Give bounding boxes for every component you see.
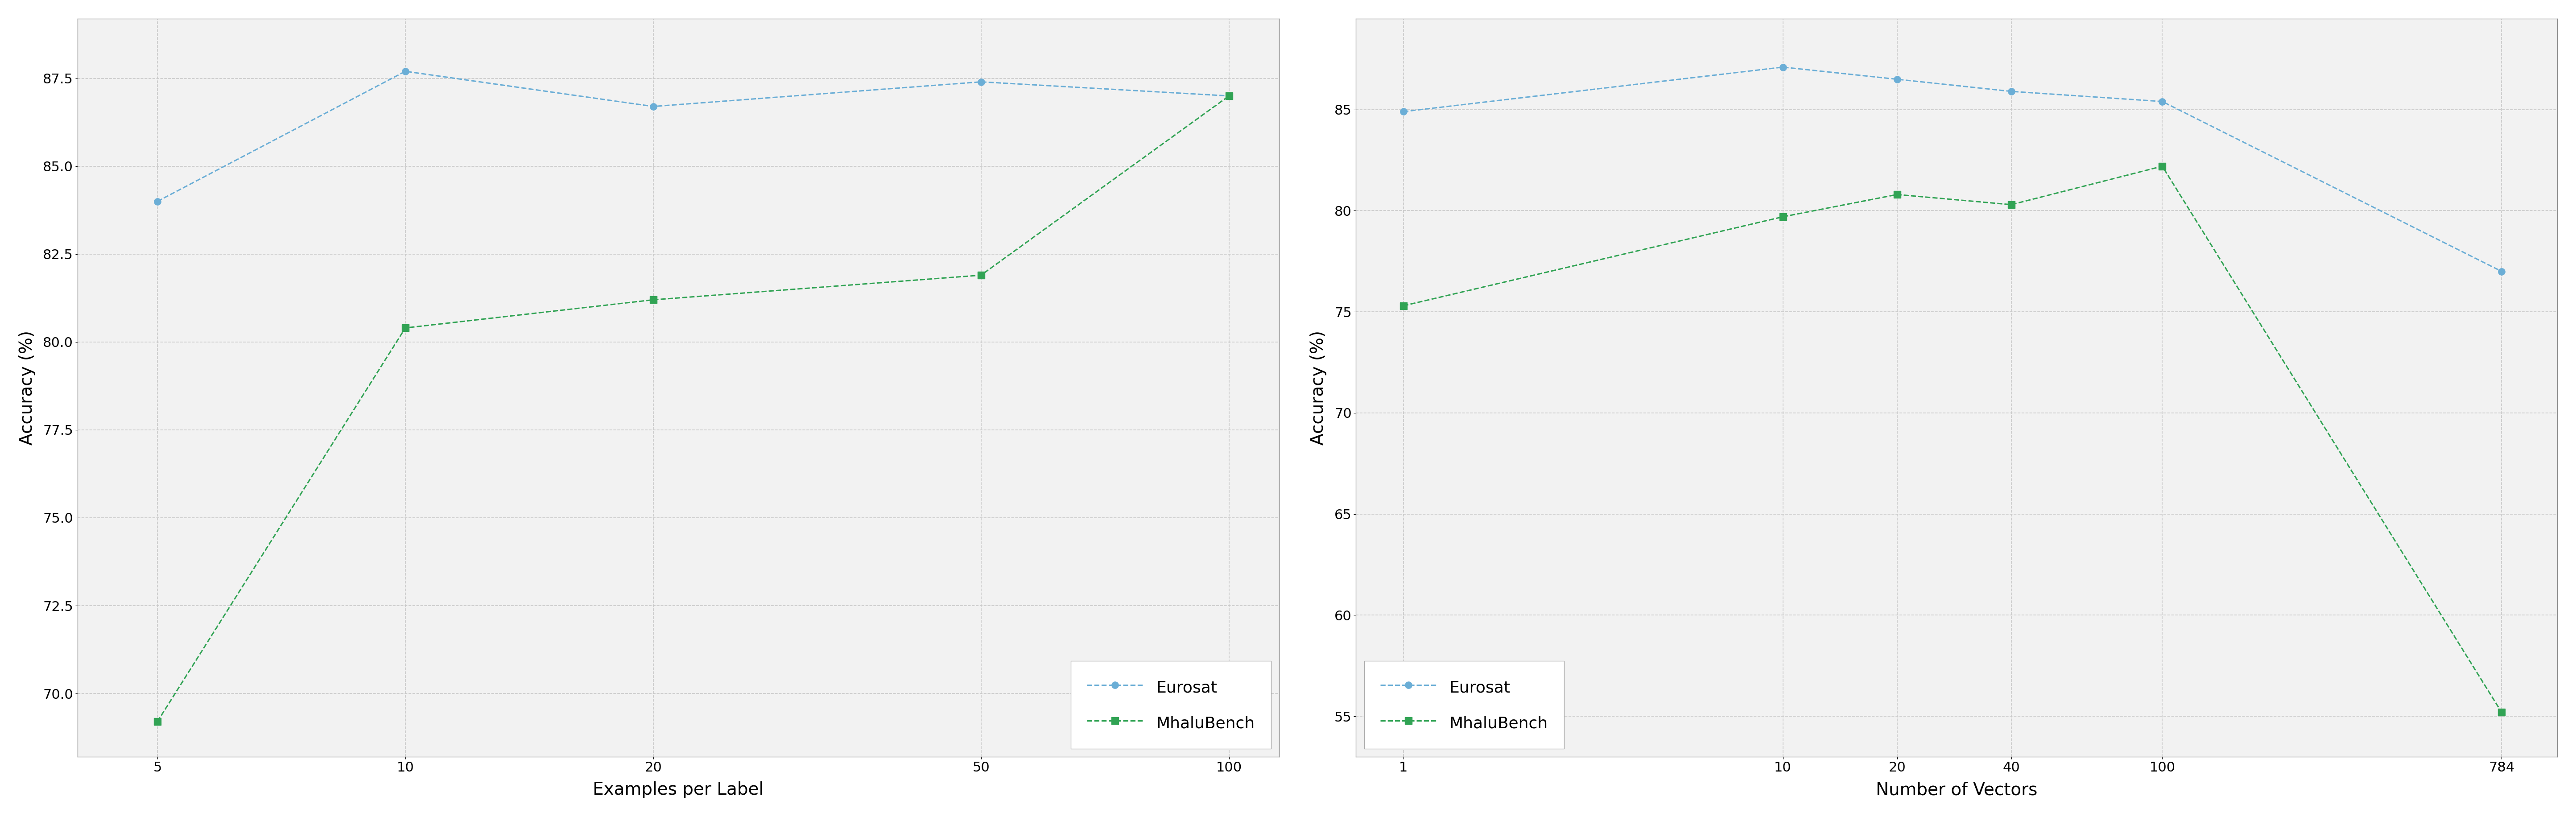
- MhaluBench: [142, 717, 173, 726]
- X-axis label: Number of Vectors: Number of Vectors: [1875, 782, 2038, 798]
- MhaluBench: [2486, 708, 2517, 717]
- Y-axis label: Accuracy (%): Accuracy (%): [1311, 330, 1327, 445]
- Eurosat: [142, 196, 173, 206]
- MhaluBench: [1388, 301, 1419, 310]
- Eurosat: [1388, 107, 1419, 117]
- Line: Eurosat: Eurosat: [155, 68, 1231, 205]
- Eurosat: [2486, 266, 2517, 276]
- Eurosat: [639, 101, 670, 111]
- Eurosat: [389, 66, 420, 76]
- MhaluBench: [639, 295, 670, 305]
- Eurosat: [966, 77, 997, 87]
- Y-axis label: Accuracy (%): Accuracy (%): [18, 330, 36, 445]
- X-axis label: Examples per Label: Examples per Label: [592, 782, 762, 798]
- Line: Eurosat: Eurosat: [1399, 64, 2504, 275]
- Eurosat: [2146, 96, 2177, 106]
- MhaluBench: [389, 323, 420, 333]
- Eurosat: [1213, 91, 1244, 100]
- MhaluBench: [1767, 212, 1798, 221]
- MhaluBench: [1213, 91, 1244, 100]
- Eurosat: [1996, 87, 2027, 96]
- MhaluBench: [966, 270, 997, 280]
- Eurosat: [1880, 74, 1911, 84]
- Line: MhaluBench: MhaluBench: [1399, 163, 2504, 716]
- Legend: Eurosat, MhaluBench: Eurosat, MhaluBench: [1072, 661, 1270, 748]
- Eurosat: [1767, 62, 1798, 72]
- MhaluBench: [2146, 161, 2177, 171]
- MhaluBench: [1996, 199, 2027, 209]
- Legend: Eurosat, MhaluBench: Eurosat, MhaluBench: [1365, 661, 1564, 748]
- MhaluBench: [1880, 190, 1911, 199]
- Line: MhaluBench: MhaluBench: [155, 92, 1231, 725]
